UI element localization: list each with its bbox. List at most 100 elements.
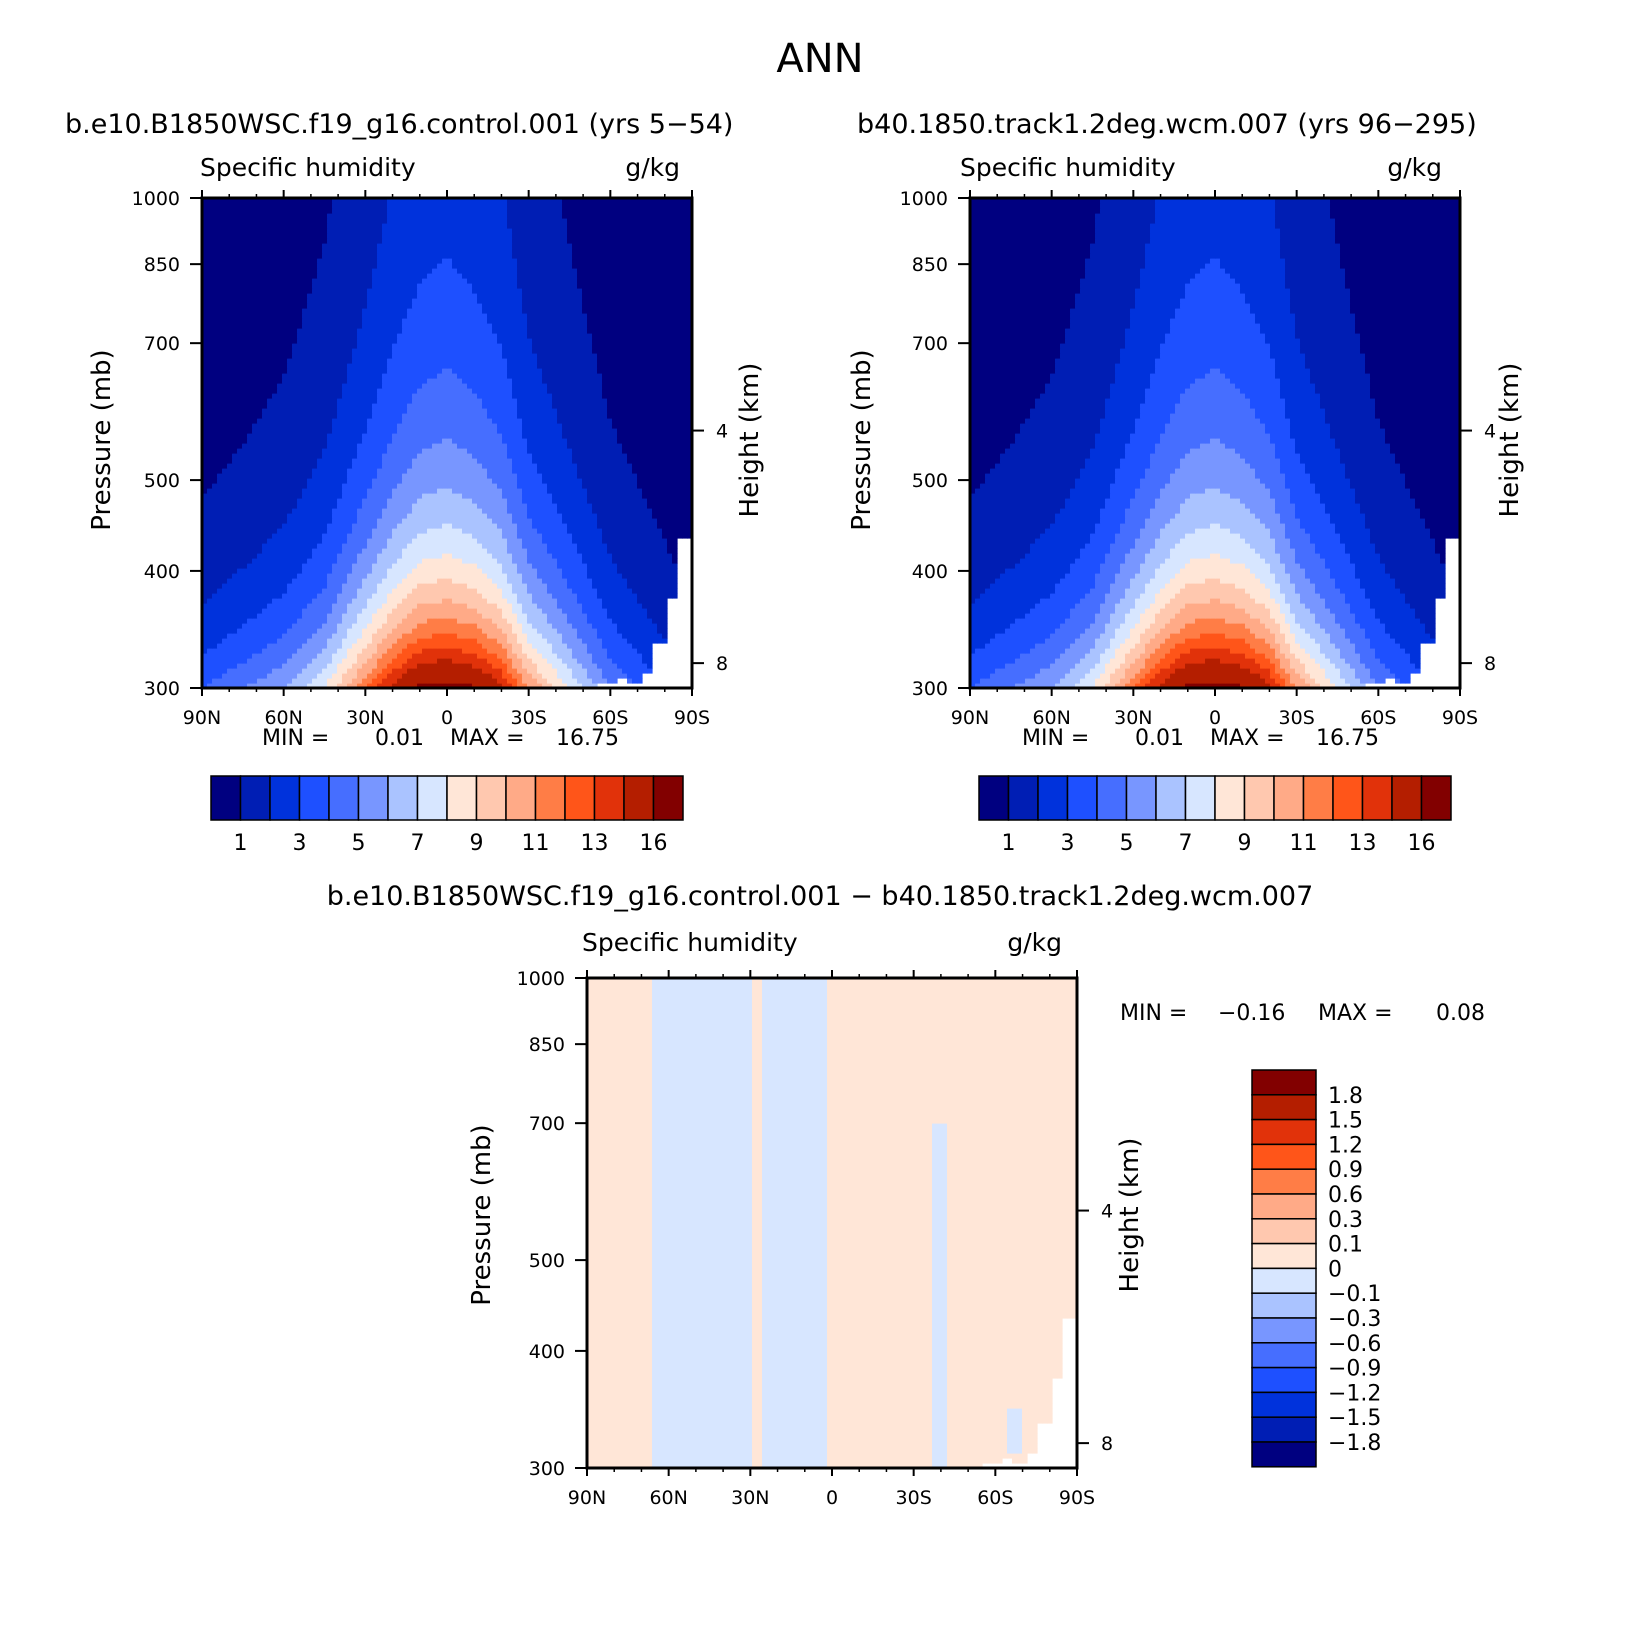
field-cell bbox=[407, 528, 413, 534]
field-cell bbox=[647, 573, 653, 579]
field-cell bbox=[302, 643, 308, 649]
field-cell bbox=[242, 513, 248, 519]
field-cell bbox=[402, 663, 408, 669]
field-cell bbox=[467, 533, 473, 539]
field-cell bbox=[512, 568, 518, 574]
field-cell bbox=[367, 558, 373, 564]
field-cell bbox=[487, 638, 493, 644]
field-cell bbox=[412, 513, 418, 519]
field-cell bbox=[457, 538, 463, 544]
field-cell bbox=[497, 623, 503, 629]
field-cell bbox=[557, 673, 563, 679]
field-cell bbox=[252, 678, 258, 684]
field-cell bbox=[607, 573, 613, 579]
field-cell bbox=[302, 593, 308, 599]
field-cell bbox=[522, 613, 528, 619]
field-cell bbox=[307, 563, 313, 569]
field-cell bbox=[617, 513, 623, 519]
field-cell bbox=[467, 608, 473, 614]
field-cell bbox=[607, 593, 613, 599]
field-cell bbox=[472, 583, 478, 589]
field-cell bbox=[297, 628, 303, 634]
field-cell bbox=[662, 548, 668, 554]
field-cell bbox=[247, 513, 253, 519]
field-cell bbox=[217, 623, 223, 629]
field-cell bbox=[267, 513, 273, 519]
field-cell bbox=[402, 563, 408, 569]
field-cell bbox=[547, 508, 553, 514]
field-cell bbox=[267, 578, 273, 584]
field-cell bbox=[472, 588, 478, 594]
field-cell bbox=[447, 503, 453, 509]
field-cell bbox=[222, 653, 228, 659]
field-cell bbox=[467, 643, 473, 649]
field-cell bbox=[417, 673, 423, 679]
field-cell bbox=[227, 523, 233, 529]
field-cell bbox=[307, 658, 313, 664]
field-cell bbox=[487, 668, 493, 674]
field-cell bbox=[632, 573, 638, 579]
field-cell bbox=[627, 573, 633, 579]
field-cell bbox=[417, 603, 423, 609]
field-cell bbox=[522, 538, 528, 544]
field-cell bbox=[287, 668, 293, 674]
field-cell bbox=[477, 508, 483, 514]
field-cell bbox=[472, 573, 478, 579]
field-cell bbox=[627, 538, 633, 544]
field-cell bbox=[457, 613, 463, 619]
field-cell bbox=[642, 633, 648, 639]
field-cell bbox=[262, 568, 268, 574]
field-cell bbox=[472, 618, 478, 624]
field-cell bbox=[252, 528, 258, 534]
field-cell bbox=[437, 543, 443, 549]
field-cell bbox=[357, 598, 363, 604]
field-cell bbox=[592, 543, 598, 549]
field-cell bbox=[602, 548, 608, 554]
field-cell bbox=[472, 668, 478, 674]
field-cell bbox=[577, 668, 583, 674]
field-cell bbox=[257, 653, 263, 659]
field-cell bbox=[437, 538, 443, 544]
field-cell bbox=[552, 603, 558, 609]
field-cell bbox=[402, 543, 408, 549]
field-cell bbox=[497, 618, 503, 624]
field-cell bbox=[572, 648, 578, 654]
field-cell bbox=[477, 543, 483, 549]
field-cell bbox=[367, 633, 373, 639]
field-cell bbox=[427, 518, 433, 524]
field-cell bbox=[552, 518, 558, 524]
field-cell bbox=[242, 583, 248, 589]
field-cell bbox=[217, 648, 223, 654]
field-cell bbox=[217, 608, 223, 614]
field-cell bbox=[537, 643, 543, 649]
field-cell bbox=[322, 668, 328, 674]
field-cell bbox=[382, 613, 388, 619]
field-cell bbox=[262, 503, 268, 509]
field-cell bbox=[237, 553, 243, 559]
field-cell bbox=[632, 568, 638, 574]
field-cell bbox=[527, 513, 533, 519]
field-cell bbox=[637, 653, 643, 659]
field-cell bbox=[447, 643, 453, 649]
field-cell bbox=[562, 568, 568, 574]
field-cell bbox=[377, 513, 383, 519]
field-cell bbox=[347, 598, 353, 604]
field-cell bbox=[507, 543, 513, 549]
field-cell bbox=[342, 588, 348, 594]
field-cell bbox=[342, 538, 348, 544]
field-cell bbox=[682, 513, 688, 519]
field-cell bbox=[637, 533, 643, 539]
field-cell bbox=[292, 538, 298, 544]
field-cell bbox=[652, 558, 658, 564]
field-cell bbox=[337, 648, 343, 654]
field-cell bbox=[577, 593, 583, 599]
field-cell bbox=[452, 538, 458, 544]
field-cell bbox=[292, 663, 298, 669]
field-cell bbox=[567, 543, 573, 549]
field-cell bbox=[417, 563, 423, 569]
field-cell bbox=[512, 613, 518, 619]
field-cell bbox=[532, 603, 538, 609]
field-cell bbox=[382, 558, 388, 564]
field-cell bbox=[342, 603, 348, 609]
field-cell bbox=[357, 518, 363, 524]
